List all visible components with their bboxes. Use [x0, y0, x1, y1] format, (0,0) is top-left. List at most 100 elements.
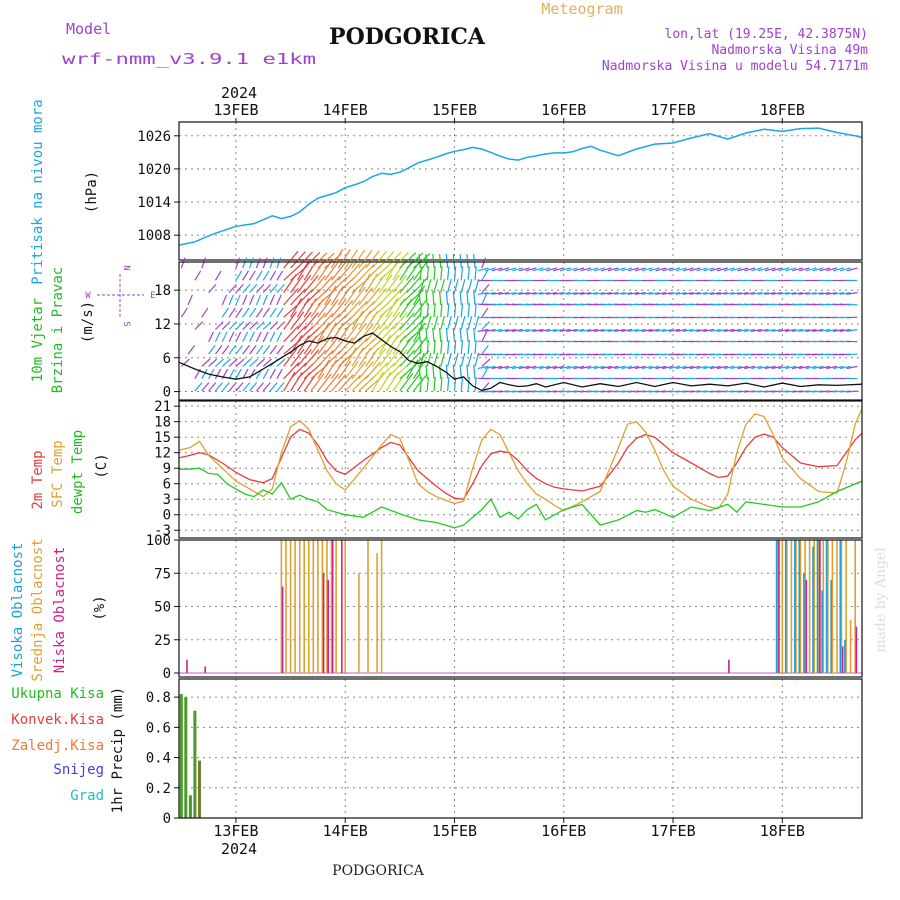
wind-barb — [798, 328, 810, 332]
wind-barb — [235, 358, 245, 367]
wind-barb — [303, 289, 321, 306]
wind-barb — [214, 270, 222, 281]
wind-barb — [474, 377, 477, 392]
wind-barb — [324, 276, 341, 294]
wind-barb — [283, 288, 299, 306]
wind-barb — [477, 365, 489, 370]
wind-barb — [481, 283, 490, 294]
wind-barb — [242, 368, 249, 379]
wind-barb — [255, 283, 265, 294]
wind-barb — [689, 267, 701, 272]
wind-barb — [255, 321, 265, 330]
bottom-time-axis: 2024 13FEB 14FEB 15FEB 16FEB 17FEB 18FEB — [213, 818, 805, 858]
wind-barb — [433, 377, 436, 392]
wind-barb — [433, 303, 436, 318]
compass-e-label: E — [150, 291, 155, 301]
model-name: wrf-nmm_v3.9.1 e1km — [62, 50, 316, 68]
panel-frame — [178, 539, 863, 678]
wind-barb — [406, 349, 423, 367]
wind-barb — [832, 365, 844, 370]
y-tick-label: 1014 — [137, 195, 171, 211]
wind-barb — [621, 328, 633, 332]
wind-barb — [473, 327, 476, 342]
wind-barb — [785, 267, 797, 272]
wind-barb — [269, 284, 278, 293]
wind-barb — [621, 365, 633, 370]
wind-barb — [372, 264, 390, 281]
wind-barb — [689, 390, 701, 393]
top-day-label: 14FEB — [323, 101, 368, 119]
wind-barb — [269, 331, 276, 343]
wind-barb — [784, 328, 797, 332]
wind-barb — [545, 365, 558, 370]
wind-barb — [378, 348, 394, 367]
wind-barb — [371, 371, 385, 392]
wind-barb — [425, 254, 428, 269]
wind-barb — [385, 362, 403, 380]
wind-barb — [696, 328, 708, 332]
wind-barb — [344, 323, 359, 343]
compass-w-label: W — [85, 291, 91, 301]
wind-barb — [552, 365, 564, 370]
wind-barb — [648, 365, 660, 370]
wind-barb — [330, 248, 344, 269]
y-tick-label: 0 — [163, 385, 171, 401]
wind-barb — [262, 270, 270, 281]
y-tick-label: 25 — [154, 633, 171, 649]
wind-barb — [351, 249, 366, 269]
wind-barb — [593, 328, 605, 332]
wind-barb — [358, 301, 375, 318]
wind-barb — [467, 266, 470, 281]
wind-barb — [600, 328, 612, 332]
wind-barb — [344, 263, 361, 281]
wind-barb — [614, 365, 626, 370]
wind-barb — [825, 328, 838, 332]
wind-barb — [255, 270, 263, 281]
wind-barb — [641, 292, 653, 295]
wind-barb — [255, 382, 264, 392]
wind-barb — [466, 254, 469, 269]
wind-barb — [566, 365, 578, 370]
wind-ylabel-sub: Brzina i Pravac — [50, 267, 66, 393]
wind-barb — [358, 264, 375, 281]
wind-barb — [221, 321, 231, 330]
wind-barb — [785, 365, 797, 370]
wind-barb — [208, 344, 216, 355]
wind-barb — [433, 315, 439, 330]
wind-barb — [689, 292, 701, 295]
wind-barb — [723, 365, 735, 370]
wind-barb — [439, 290, 442, 305]
wind-barb — [378, 274, 393, 293]
wind-barb — [262, 307, 270, 318]
y-tick-label: 75 — [154, 566, 171, 582]
wind-barb — [201, 307, 209, 318]
wind-barb — [447, 340, 450, 355]
wind-barb — [228, 368, 235, 379]
wind-barb — [723, 267, 735, 272]
bottom-day-label: 17FEB — [650, 822, 695, 840]
wind-barb — [317, 275, 334, 294]
wind-barb — [621, 267, 633, 272]
wind-barb — [481, 331, 488, 343]
wind-barb — [276, 368, 283, 379]
wind-barb — [481, 358, 491, 367]
wind-barb — [440, 266, 443, 281]
wind-barb — [344, 374, 361, 392]
wind-barb — [648, 328, 660, 332]
wind-barb — [255, 307, 264, 318]
wind-barb — [208, 368, 215, 379]
wind-barb — [262, 368, 270, 379]
wind-barb — [399, 312, 415, 330]
y-tick-label: 12 — [154, 317, 171, 333]
wind-barb — [491, 390, 503, 393]
bottom-day-label: 14FEB — [323, 822, 368, 840]
wind-barb — [460, 377, 464, 392]
wind-barb — [262, 321, 272, 330]
wind-barb — [242, 257, 248, 269]
wind-barb — [744, 292, 756, 295]
cloud-ylabel-unit: (%) — [92, 595, 108, 620]
wind-barb — [385, 274, 400, 293]
wind-barb — [710, 267, 721, 272]
wind-barb — [413, 350, 430, 367]
wind-barb — [634, 328, 646, 332]
